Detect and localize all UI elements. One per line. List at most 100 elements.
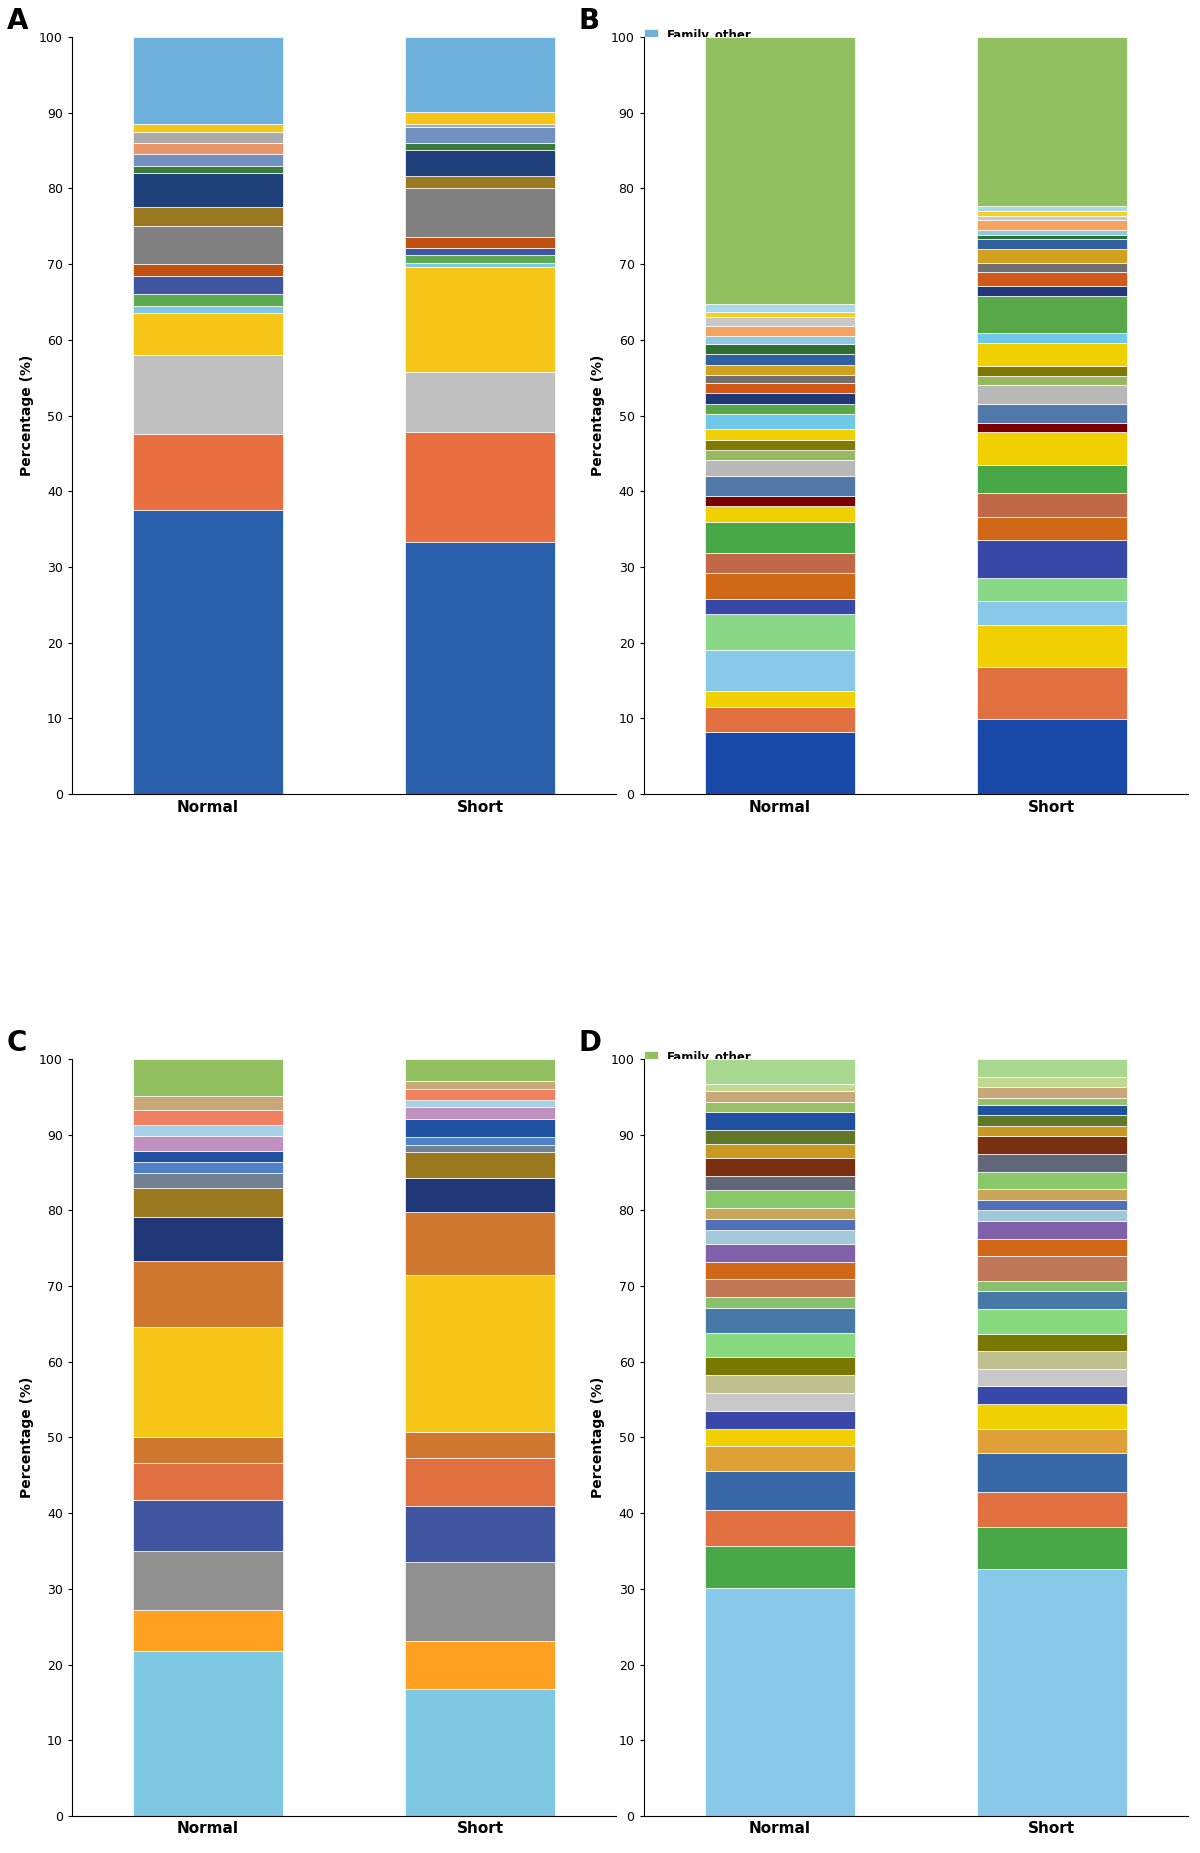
Text: C: C [7, 1028, 28, 1056]
Bar [704, 1190, 854, 1208]
Bar [133, 276, 283, 295]
Bar [406, 128, 556, 143]
Bar [704, 650, 854, 691]
Y-axis label: Percentage (%): Percentage (%) [19, 356, 34, 476]
Bar [704, 1145, 854, 1158]
Bar [704, 1358, 854, 1375]
Bar [133, 143, 283, 154]
Bar [133, 1136, 283, 1151]
Bar [977, 1221, 1127, 1238]
Bar [977, 1210, 1127, 1221]
Bar [977, 1429, 1127, 1453]
Bar [704, 439, 854, 450]
Bar [704, 1219, 854, 1230]
Bar [977, 1199, 1127, 1210]
Bar [977, 1077, 1127, 1088]
Bar [977, 1405, 1127, 1429]
Bar [977, 1058, 1127, 1077]
Bar [133, 1217, 283, 1262]
Text: A: A [7, 7, 28, 35]
Bar [133, 1173, 283, 1188]
Bar [133, 1162, 283, 1173]
Bar [704, 1429, 854, 1447]
Bar [133, 1188, 283, 1217]
Bar [704, 523, 854, 552]
Bar [133, 1262, 283, 1327]
Bar [133, 1438, 283, 1464]
Bar [704, 1084, 854, 1091]
Bar [704, 430, 854, 439]
Bar [977, 1569, 1127, 1816]
Bar [704, 1103, 854, 1112]
Bar [704, 1375, 854, 1393]
Bar [704, 1447, 854, 1471]
Bar [977, 215, 1127, 221]
Bar [977, 1136, 1127, 1154]
Bar [704, 1393, 854, 1410]
Bar [977, 1127, 1127, 1136]
Bar [133, 1499, 283, 1551]
Bar [977, 376, 1127, 385]
Bar [704, 393, 854, 404]
Bar [406, 1082, 556, 1090]
Bar [406, 256, 556, 263]
Bar [406, 1212, 556, 1275]
Bar [406, 1179, 556, 1212]
Bar [406, 1506, 556, 1562]
Bar [704, 304, 854, 313]
Bar [704, 1545, 854, 1588]
Bar [406, 541, 556, 795]
Bar [977, 1292, 1127, 1308]
Bar [977, 600, 1127, 624]
Bar [977, 230, 1127, 235]
Bar [133, 295, 283, 306]
Bar [977, 1351, 1127, 1369]
Bar [977, 248, 1127, 263]
Bar [977, 1256, 1127, 1280]
Bar [133, 124, 283, 132]
Bar [704, 1208, 854, 1219]
Bar [977, 343, 1127, 367]
Bar [977, 239, 1127, 248]
Bar [406, 113, 556, 124]
Bar [977, 1386, 1127, 1405]
Bar [977, 1280, 1127, 1292]
Bar [704, 37, 854, 304]
Bar [133, 132, 283, 143]
Bar [977, 285, 1127, 296]
Bar [977, 334, 1127, 343]
Bar [406, 432, 556, 541]
Y-axis label: Percentage (%): Percentage (%) [592, 1377, 605, 1497]
Bar [133, 306, 283, 313]
Bar [133, 1610, 283, 1651]
Bar [406, 1138, 556, 1145]
Legend: Family_other, Eubacteriaceae, Erysipelotrichaceae, Sutterellaceae, Rikenellaceae: Family_other, Eubacteriaceae, Erysipelot… [644, 1051, 800, 1347]
Bar [406, 1101, 556, 1108]
Bar [406, 1153, 556, 1179]
Bar [704, 365, 854, 374]
Bar [704, 450, 854, 460]
Bar [977, 465, 1127, 493]
Y-axis label: Percentage (%): Percentage (%) [19, 1377, 34, 1497]
Bar [704, 506, 854, 523]
Bar [704, 1177, 854, 1190]
Bar [133, 356, 283, 434]
Bar [133, 1551, 283, 1610]
Bar [406, 267, 556, 372]
Y-axis label: Percentage (%): Percentage (%) [592, 356, 605, 476]
Bar [133, 1058, 283, 1095]
Bar [406, 1562, 556, 1640]
Bar [406, 1690, 556, 1816]
Bar [406, 1108, 556, 1119]
Bar [704, 1058, 854, 1084]
Bar [704, 1332, 854, 1358]
Bar [133, 510, 283, 795]
Bar [133, 37, 283, 124]
Bar [704, 1230, 854, 1243]
Bar [133, 1125, 283, 1136]
Bar [704, 313, 854, 317]
Bar [704, 354, 854, 365]
Bar [977, 211, 1127, 215]
Bar [704, 1410, 854, 1429]
Bar [977, 1308, 1127, 1334]
